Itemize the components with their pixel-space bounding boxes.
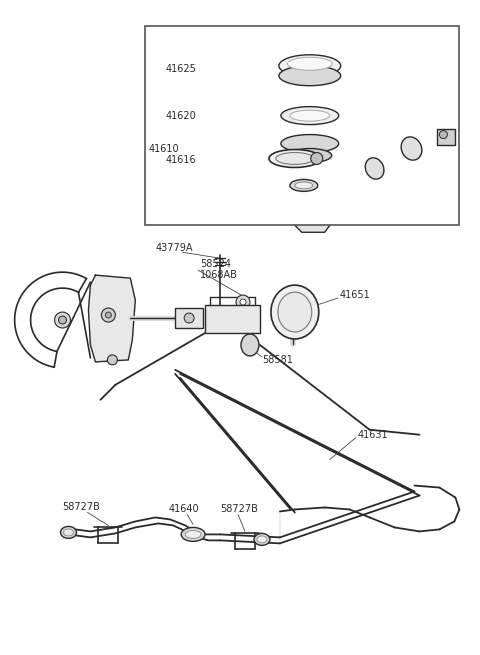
Ellipse shape: [271, 285, 319, 339]
Circle shape: [59, 316, 67, 324]
Bar: [437, 128, 456, 145]
Circle shape: [106, 312, 111, 318]
Circle shape: [439, 130, 447, 139]
Text: 41610: 41610: [148, 143, 179, 153]
Ellipse shape: [185, 531, 201, 538]
Ellipse shape: [281, 107, 339, 124]
Circle shape: [108, 355, 117, 365]
Ellipse shape: [60, 527, 76, 538]
Ellipse shape: [63, 529, 73, 536]
Ellipse shape: [279, 66, 341, 86]
Text: 41625: 41625: [165, 64, 196, 74]
Text: 58581: 58581: [262, 355, 293, 365]
Polygon shape: [285, 185, 330, 233]
Text: 43779A: 43779A: [155, 243, 193, 253]
Ellipse shape: [401, 137, 422, 160]
Circle shape: [236, 295, 250, 309]
Ellipse shape: [288, 149, 332, 162]
Ellipse shape: [278, 292, 312, 332]
Ellipse shape: [257, 536, 267, 543]
Ellipse shape: [295, 182, 313, 189]
Ellipse shape: [365, 158, 384, 179]
Text: 41631: 41631: [358, 430, 388, 440]
Ellipse shape: [181, 527, 205, 542]
Bar: [175, 308, 203, 328]
Circle shape: [311, 153, 323, 164]
Bar: [145, 26, 459, 225]
Text: 58727B: 58727B: [62, 502, 100, 512]
Text: 58727B: 58727B: [220, 504, 258, 514]
Ellipse shape: [269, 149, 321, 168]
Text: 41620: 41620: [165, 111, 196, 121]
Ellipse shape: [279, 55, 341, 77]
Ellipse shape: [288, 57, 332, 70]
Circle shape: [101, 308, 115, 322]
Bar: [205, 305, 260, 333]
Ellipse shape: [290, 179, 318, 191]
Circle shape: [55, 312, 71, 328]
Ellipse shape: [290, 110, 330, 121]
Ellipse shape: [241, 334, 259, 356]
Ellipse shape: [281, 134, 339, 153]
Text: 58524: 58524: [200, 259, 231, 269]
Ellipse shape: [276, 153, 314, 164]
Ellipse shape: [254, 533, 270, 546]
Text: 1068AB: 1068AB: [200, 270, 238, 280]
Text: 41651: 41651: [340, 290, 371, 300]
Text: 41640: 41640: [168, 504, 199, 514]
Polygon shape: [88, 275, 135, 362]
Circle shape: [184, 313, 194, 323]
Text: 41616: 41616: [165, 155, 196, 166]
Circle shape: [240, 299, 246, 305]
